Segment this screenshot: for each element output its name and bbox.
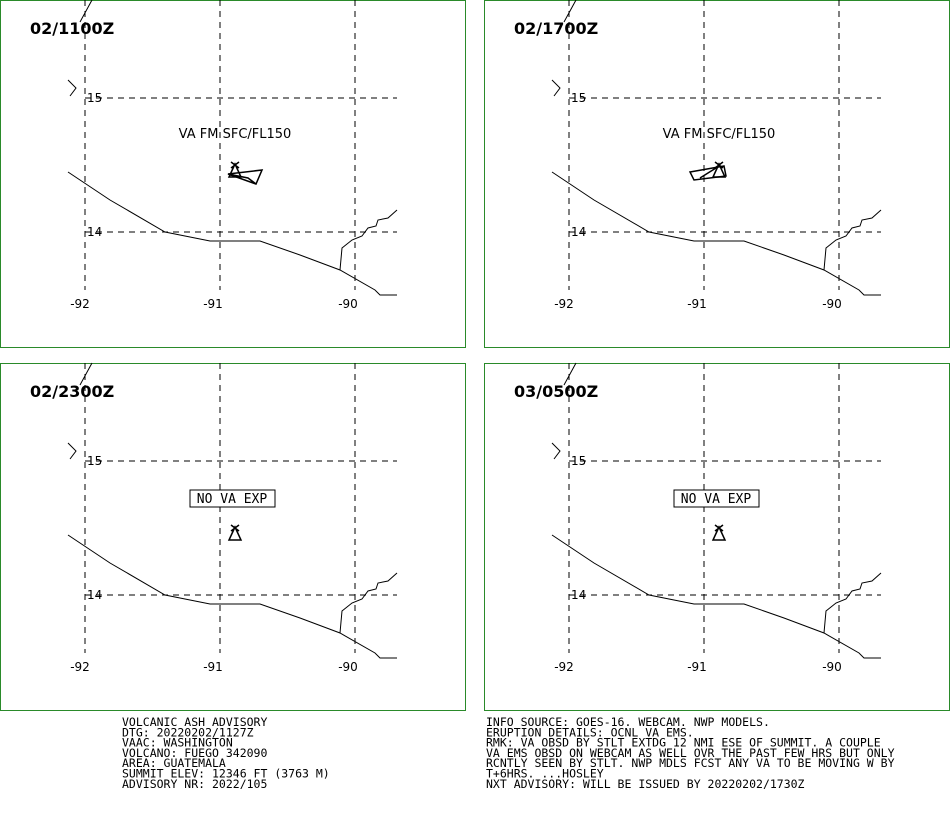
valid-time: 02/2300Z — [30, 382, 114, 401]
lat-label: 15 — [571, 454, 586, 468]
lon-label: -91 — [203, 660, 223, 674]
no-ash-label: NO VA EXP — [681, 492, 752, 507]
advisory-line: VAAC: WASHINGTON — [122, 736, 233, 750]
coastline — [67, 362, 93, 460]
map-panel: 03/0500Z 15 14 -92 -91 -90 NO VA EXP — [484, 362, 950, 711]
coastline — [67, 0, 93, 97]
map-panel: 02/1100Z 15 14 -92 -91 -90 VA FM SFC/FL150 — [0, 0, 466, 348]
advisory-line: VA EMS OBSD ON WEBCAM AS WELL OVR THE PA… — [486, 746, 895, 760]
advisory-line: RMK: VA OBSD BY STLT EXTDG 12 NMI ESE OF… — [486, 736, 881, 750]
label-box — [673, 489, 760, 508]
coastline — [339, 209, 398, 271]
coastline — [551, 0, 577, 97]
lat-label: 14 — [571, 588, 586, 602]
lon-label: -90 — [822, 297, 842, 311]
lat-label: 14 — [571, 225, 586, 239]
lon-label: -91 — [687, 297, 707, 311]
advisory-line: SUMMIT ELEV: 12346 FT (3763 M) — [122, 767, 330, 781]
coastline — [67, 534, 397, 659]
advisory-line: VOLCANO: FUEGO 342090 — [122, 746, 267, 760]
lon-label: -92 — [554, 297, 574, 311]
coastline — [339, 572, 398, 634]
ash-level: VA FM SFC/FL150 — [179, 127, 292, 142]
lon-label: -92 — [70, 660, 90, 674]
advisory-line: ERUPTION DETAILS: OCNL VA EMS. — [486, 725, 694, 739]
lat-label: 14 — [87, 225, 102, 239]
lat-label: 15 — [87, 91, 102, 105]
valid-time: 02/1100Z — [30, 19, 114, 38]
coastline — [823, 209, 882, 271]
volcano-symbol — [711, 524, 727, 541]
lon-label: -90 — [338, 660, 358, 674]
advisory-line: VOLCANIC ASH ADVISORY — [122, 715, 267, 729]
volcano-symbol — [227, 524, 243, 541]
coastline — [551, 171, 881, 296]
lat-label: 15 — [571, 91, 586, 105]
map-panel: 02/2300Z 15 14 -92 -91 -90 NO VA EXP — [0, 362, 466, 711]
no-ash-label: NO VA EXP — [197, 492, 268, 507]
ash-level: VA FM SFC/FL150 — [663, 127, 776, 142]
lon-label: -92 — [554, 660, 574, 674]
lon-label: -90 — [822, 660, 842, 674]
coastline — [551, 362, 577, 460]
label-box — [189, 489, 276, 508]
coastline — [823, 572, 882, 634]
advisory-line: NXT ADVISORY: WILL BE ISSUED BY 20220202… — [486, 777, 805, 791]
advisory-line: INFO SOURCE: GOES-16. WEBCAM. NWP MODELS… — [486, 715, 770, 729]
coastline — [67, 171, 397, 296]
panel-border — [0, 363, 466, 711]
lon-label: -91 — [687, 660, 707, 674]
panel-border — [0, 0, 466, 348]
ash-area — [227, 169, 264, 185]
advisory-line: T+6HRS. ...HOSLEY — [486, 767, 604, 781]
coastline — [551, 534, 881, 659]
lat-label: 15 — [87, 454, 102, 468]
lon-label: -90 — [338, 297, 358, 311]
advisory-line: ADVISORY NR: 2022/105 — [122, 777, 267, 791]
valid-time: 02/1700Z — [514, 19, 598, 38]
advisory-line: RCNTLY SEEN BY STLT. NWP MDLS FCST ANY V… — [486, 756, 895, 770]
advisory-line: AREA: GUATEMALA — [122, 756, 226, 770]
lat-label: 14 — [87, 588, 102, 602]
ash-area — [688, 165, 727, 181]
lon-label: -91 — [203, 297, 223, 311]
lon-label: -92 — [70, 297, 90, 311]
advisory-line: DTG: 20220202/1127Z — [122, 725, 254, 739]
valid-time: 03/0500Z — [514, 382, 598, 401]
map-panel: 02/1700Z 15 14 -92 -91 -90 VA FM SFC/FL150 — [484, 0, 950, 348]
